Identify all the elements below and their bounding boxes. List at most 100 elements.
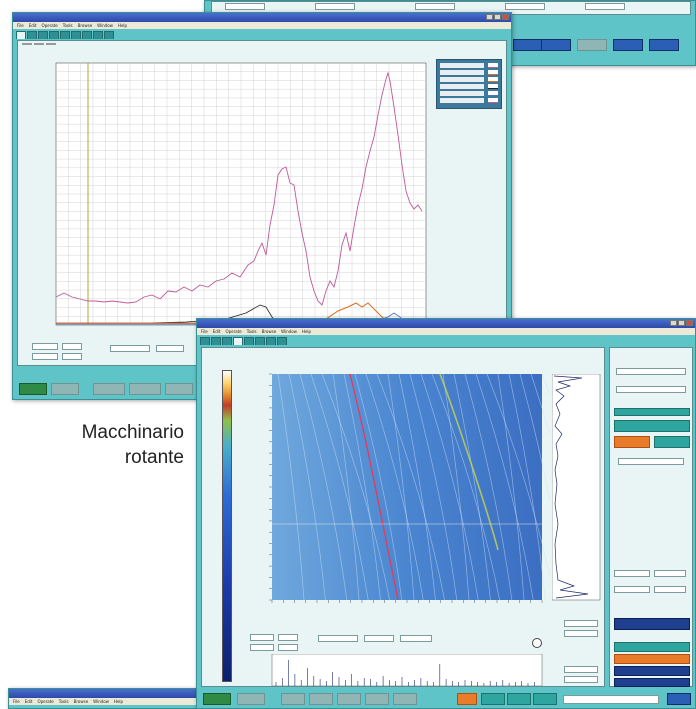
waterfall-bottom-spectrum[interactable] xyxy=(254,654,550,686)
top-field-4[interactable] xyxy=(505,3,545,10)
legend-swatch[interactable] xyxy=(488,77,498,82)
wf-right-button-2[interactable] xyxy=(614,420,690,432)
wf-menu-file[interactable]: File xyxy=(201,329,208,334)
spectrum-field-4[interactable] xyxy=(62,353,82,360)
bottom-menu-file[interactable]: File xyxy=(13,699,20,704)
tab-5[interactable] xyxy=(60,31,70,39)
tab-6[interactable] xyxy=(71,31,81,39)
top-button-3[interactable] xyxy=(577,39,607,51)
wf-field-2[interactable] xyxy=(250,644,274,651)
legend-swatch[interactable] xyxy=(488,91,498,96)
menu-window[interactable]: Window xyxy=(97,23,113,28)
wf-right-field-2[interactable] xyxy=(616,386,686,393)
subtab-3[interactable] xyxy=(46,43,56,45)
wf-menu-help[interactable]: Help xyxy=(301,329,312,334)
wf-right-button-1[interactable] xyxy=(614,408,690,416)
spectrum-field-1[interactable] xyxy=(32,343,58,350)
wf-field-11[interactable] xyxy=(564,676,598,683)
close-icon[interactable] xyxy=(502,14,509,20)
tab-4[interactable] xyxy=(49,31,59,39)
wf-right-field-7[interactable] xyxy=(654,586,686,593)
spectrum-field-5[interactable] xyxy=(110,345,150,352)
wf-footer-button-2[interactable] xyxy=(237,693,265,705)
menu-tools[interactable]: Tools xyxy=(62,23,73,28)
legend-swatch[interactable] xyxy=(488,84,498,89)
tab-7[interactable] xyxy=(82,31,92,39)
top-button-5[interactable] xyxy=(649,39,679,51)
tab-9[interactable] xyxy=(104,31,114,39)
wf-field-7[interactable] xyxy=(400,635,432,642)
menu-file[interactable]: File xyxy=(17,23,24,28)
wf-right-button-9[interactable] xyxy=(614,678,690,687)
spectrum-footer-button-5[interactable] xyxy=(165,383,193,395)
wf-tab-8[interactable] xyxy=(277,337,287,345)
bottom-menu-help[interactable]: Help xyxy=(113,699,124,704)
wf-right-field-3[interactable] xyxy=(618,458,684,465)
tab-3[interactable] xyxy=(38,31,48,39)
top-field-1[interactable] xyxy=(225,3,265,10)
wf-maximize-icon[interactable] xyxy=(678,320,685,326)
wf-footer-button-12[interactable] xyxy=(667,693,691,705)
tab-1[interactable] xyxy=(16,31,26,39)
wf-footer-button-9[interactable] xyxy=(481,693,505,705)
wf-footer-button-3[interactable] xyxy=(281,693,305,705)
maximize-icon[interactable] xyxy=(494,14,501,20)
wf-right-button-4[interactable] xyxy=(654,436,690,448)
top-field-5[interactable] xyxy=(585,3,625,10)
spectrum-plot[interactable] xyxy=(26,55,430,339)
legend-swatch[interactable] xyxy=(488,98,498,103)
wf-right-button-3[interactable] xyxy=(614,436,650,448)
tab-8[interactable] xyxy=(93,31,103,39)
wf-footer-button-1[interactable] xyxy=(203,693,231,705)
wf-footer-button-6[interactable] xyxy=(365,693,389,705)
wf-right-button-5[interactable] xyxy=(614,618,690,630)
wf-field-1[interactable] xyxy=(250,634,274,641)
spectrum-field-2[interactable] xyxy=(32,353,58,360)
spectrum-footer-button-2[interactable] xyxy=(51,383,79,395)
top-button-2[interactable] xyxy=(541,39,571,51)
top-field-3[interactable] xyxy=(415,3,455,10)
wf-footer-button-4[interactable] xyxy=(309,693,333,705)
wf-footer-button-10[interactable] xyxy=(507,693,531,705)
waterfall-side-profile[interactable] xyxy=(552,374,602,604)
wf-menu-tools[interactable]: Tools xyxy=(246,329,257,334)
minimize-icon[interactable] xyxy=(486,14,493,20)
wf-menu-browse[interactable]: Browse xyxy=(261,329,277,334)
wf-right-button-8[interactable] xyxy=(614,666,690,676)
wf-right-field-6[interactable] xyxy=(614,586,650,593)
wf-footer-field[interactable] xyxy=(563,695,659,704)
wf-field-6[interactable] xyxy=(364,635,394,642)
bottom-menu-browse[interactable]: Browse xyxy=(73,699,89,704)
subtab-2[interactable] xyxy=(34,43,44,45)
menu-help[interactable]: Help xyxy=(117,23,128,28)
wf-footer-button-5[interactable] xyxy=(337,693,361,705)
menu-edit[interactable]: Edit xyxy=(28,23,37,28)
wf-field-8[interactable] xyxy=(564,620,598,627)
spectrum-field-6[interactable] xyxy=(156,345,184,352)
subtab-1[interactable] xyxy=(22,43,32,45)
bottom-menu-tools[interactable]: Tools xyxy=(58,699,69,704)
wf-right-button-6[interactable] xyxy=(614,642,690,652)
wf-tab-6[interactable] xyxy=(255,337,265,345)
tab-2[interactable] xyxy=(27,31,37,39)
wf-menu-edit[interactable]: Edit xyxy=(212,329,221,334)
wf-field-9[interactable] xyxy=(564,630,598,637)
bottom-menu-operate[interactable]: Operate xyxy=(37,699,54,704)
wf-footer-button-7[interactable] xyxy=(393,693,417,705)
spectrum-footer-button-1[interactable] xyxy=(19,383,47,395)
wf-tab-1[interactable] xyxy=(200,337,210,345)
spectrum-footer-button-4[interactable] xyxy=(129,383,161,395)
wf-right-button-7[interactable] xyxy=(614,654,690,664)
top-button-4[interactable] xyxy=(613,39,643,51)
wf-right-field-5[interactable] xyxy=(654,570,686,577)
wf-tab-7[interactable] xyxy=(266,337,276,345)
legend-swatch[interactable] xyxy=(488,63,498,68)
wf-right-field-1[interactable] xyxy=(616,368,686,375)
wf-minimize-icon[interactable] xyxy=(670,320,677,326)
wf-field-3[interactable] xyxy=(278,634,298,641)
waterfall-plot[interactable] xyxy=(254,370,550,618)
bottom-menu-window[interactable]: Window xyxy=(93,699,109,704)
waterfall-color-scale[interactable] xyxy=(222,370,232,682)
wf-tab-5[interactable] xyxy=(244,337,254,345)
top-button-1[interactable] xyxy=(513,39,543,51)
